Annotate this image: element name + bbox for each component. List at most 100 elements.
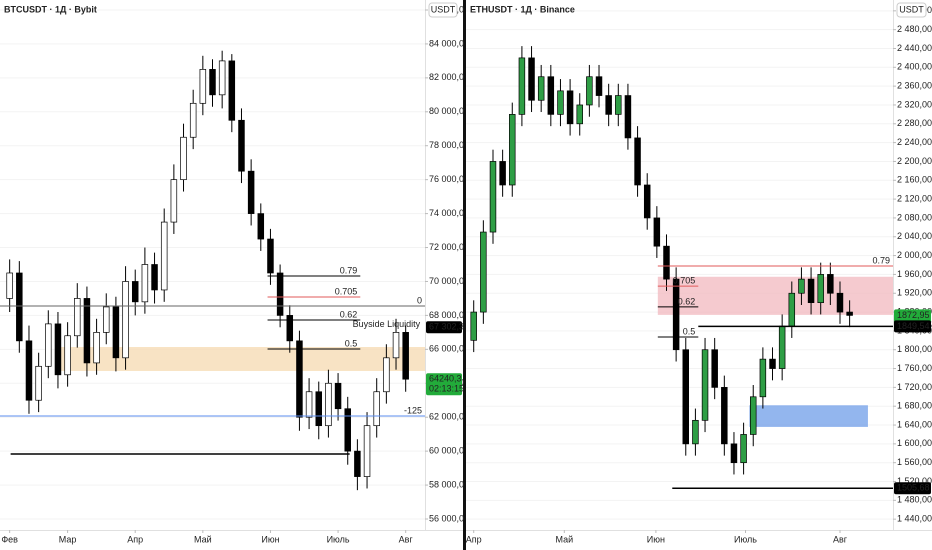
unit-box [428,2,458,18]
candle-body [6,272,13,299]
x-tick-label: Апр [466,534,482,544]
candle-body [836,292,844,313]
y-tick-label: 1 920,00 [897,288,932,298]
candle-body [827,274,834,294]
candle-body [480,231,487,313]
candle-body [730,443,738,464]
y-tick-label: 58 000,0 [429,479,464,489]
candle-body [25,340,33,401]
y-tick-label: 76 000,0 [429,174,464,184]
unit-box [896,2,927,18]
candle-body [778,325,786,369]
plot-area [0,9,425,520]
candle-body [663,245,670,280]
zone [657,276,893,315]
y-tick-label: 84 000,0 [429,38,464,48]
candle-body [499,161,506,186]
y-tick-label: 1 520,00 [897,476,932,486]
y-tick-label: 78 000,0 [429,140,464,150]
x-tick-label: Мар [59,534,77,544]
candle-body [769,358,776,369]
candle-body [624,95,632,139]
candle-body [305,391,313,418]
x-tick-label: Авг [833,534,848,544]
y-tick-label: 2 480,00 [897,24,932,34]
candle-body [721,387,728,445]
candle-body [103,306,110,333]
x-tick-label: Май [194,534,212,544]
candle-body [547,76,555,115]
y-tick-label: 1 720,00 [897,382,932,392]
y-tick-label: 2 400,00 [897,62,932,72]
y-tick-label: 2 360,00 [897,81,932,91]
y-tick-label: 62 000,0 [429,412,464,422]
x-tick-label: Фев [1,534,18,544]
candle-body [296,340,303,418]
candle-body [45,323,52,367]
candle-body [576,104,583,125]
y-tick-label: 2 040,00 [897,231,932,241]
candle-body [180,136,187,181]
candle-body [528,57,535,101]
candle-body [643,184,651,219]
x-tick-label: Авг [399,534,414,544]
y-tick-label: 1 800,00 [897,344,932,354]
candle-body [518,57,526,115]
candle-body [35,365,42,401]
y-tick-label: 60 000,0 [429,446,464,456]
y-tick-label: 74 000,0 [429,208,464,218]
candle-body [798,278,805,294]
fib-label: 0.79 [340,265,358,275]
price-tag-label: 1505,68 [897,483,930,493]
candle-body [315,391,322,427]
candle-body [740,434,747,464]
plot-area [466,10,893,520]
candle-body [93,332,100,364]
candle-body [817,274,824,304]
fib-label: 0.62 [678,296,696,306]
candle-body [470,311,477,341]
candle-body [112,306,120,359]
candle-body [354,450,361,477]
candle-body [286,315,294,342]
candle-body [711,349,718,388]
candle-body [566,90,574,125]
fib-label: 0.62 [340,309,358,319]
chart-title: BTCUSDT · 1Д · Bybit [4,4,97,14]
y-tick-label: 2 320,00 [897,99,932,109]
candle-body [605,95,612,115]
fib-label: 0.705 [673,276,696,286]
price-tag [894,320,931,333]
y-tick-label: 1 600,00 [897,438,932,448]
y-tick-label: 1 560,00 [897,457,932,467]
candle-body [209,69,216,96]
price-tag [426,321,462,334]
y-tick-label: 56 000,0 [429,513,464,523]
candle-body [74,298,81,337]
candle-body [672,278,680,351]
fib-label: 0 [417,295,422,305]
price-tag-timer: 02:13:15 [429,384,464,394]
annotation: Buyside Liquidity [353,319,421,329]
unit-label: USDT [431,4,456,14]
y-tick-label: 2 240,00 [897,137,932,147]
y-tick-label: 2 000,00 [897,250,932,260]
y-tick-label: 2 280,00 [897,118,932,128]
fib-label: -125 [404,405,422,415]
candle-body [83,298,91,364]
candle-body [344,408,351,452]
candle-body [218,60,226,96]
price-tag-label: 1849,54 [897,321,930,331]
candle-body [788,292,796,327]
candle-body [509,114,516,186]
candle-body [701,349,709,421]
candle-body [402,332,409,380]
candle-body [557,90,564,115]
candle-body [16,272,23,342]
y-tick-label: 2 160,00 [897,175,932,185]
price-tag [426,373,462,396]
candle-body [334,382,342,410]
chart-title: ETHUSDT · 1Д · Binance [470,4,575,14]
price-tag-label: 1872,95 [897,310,930,320]
